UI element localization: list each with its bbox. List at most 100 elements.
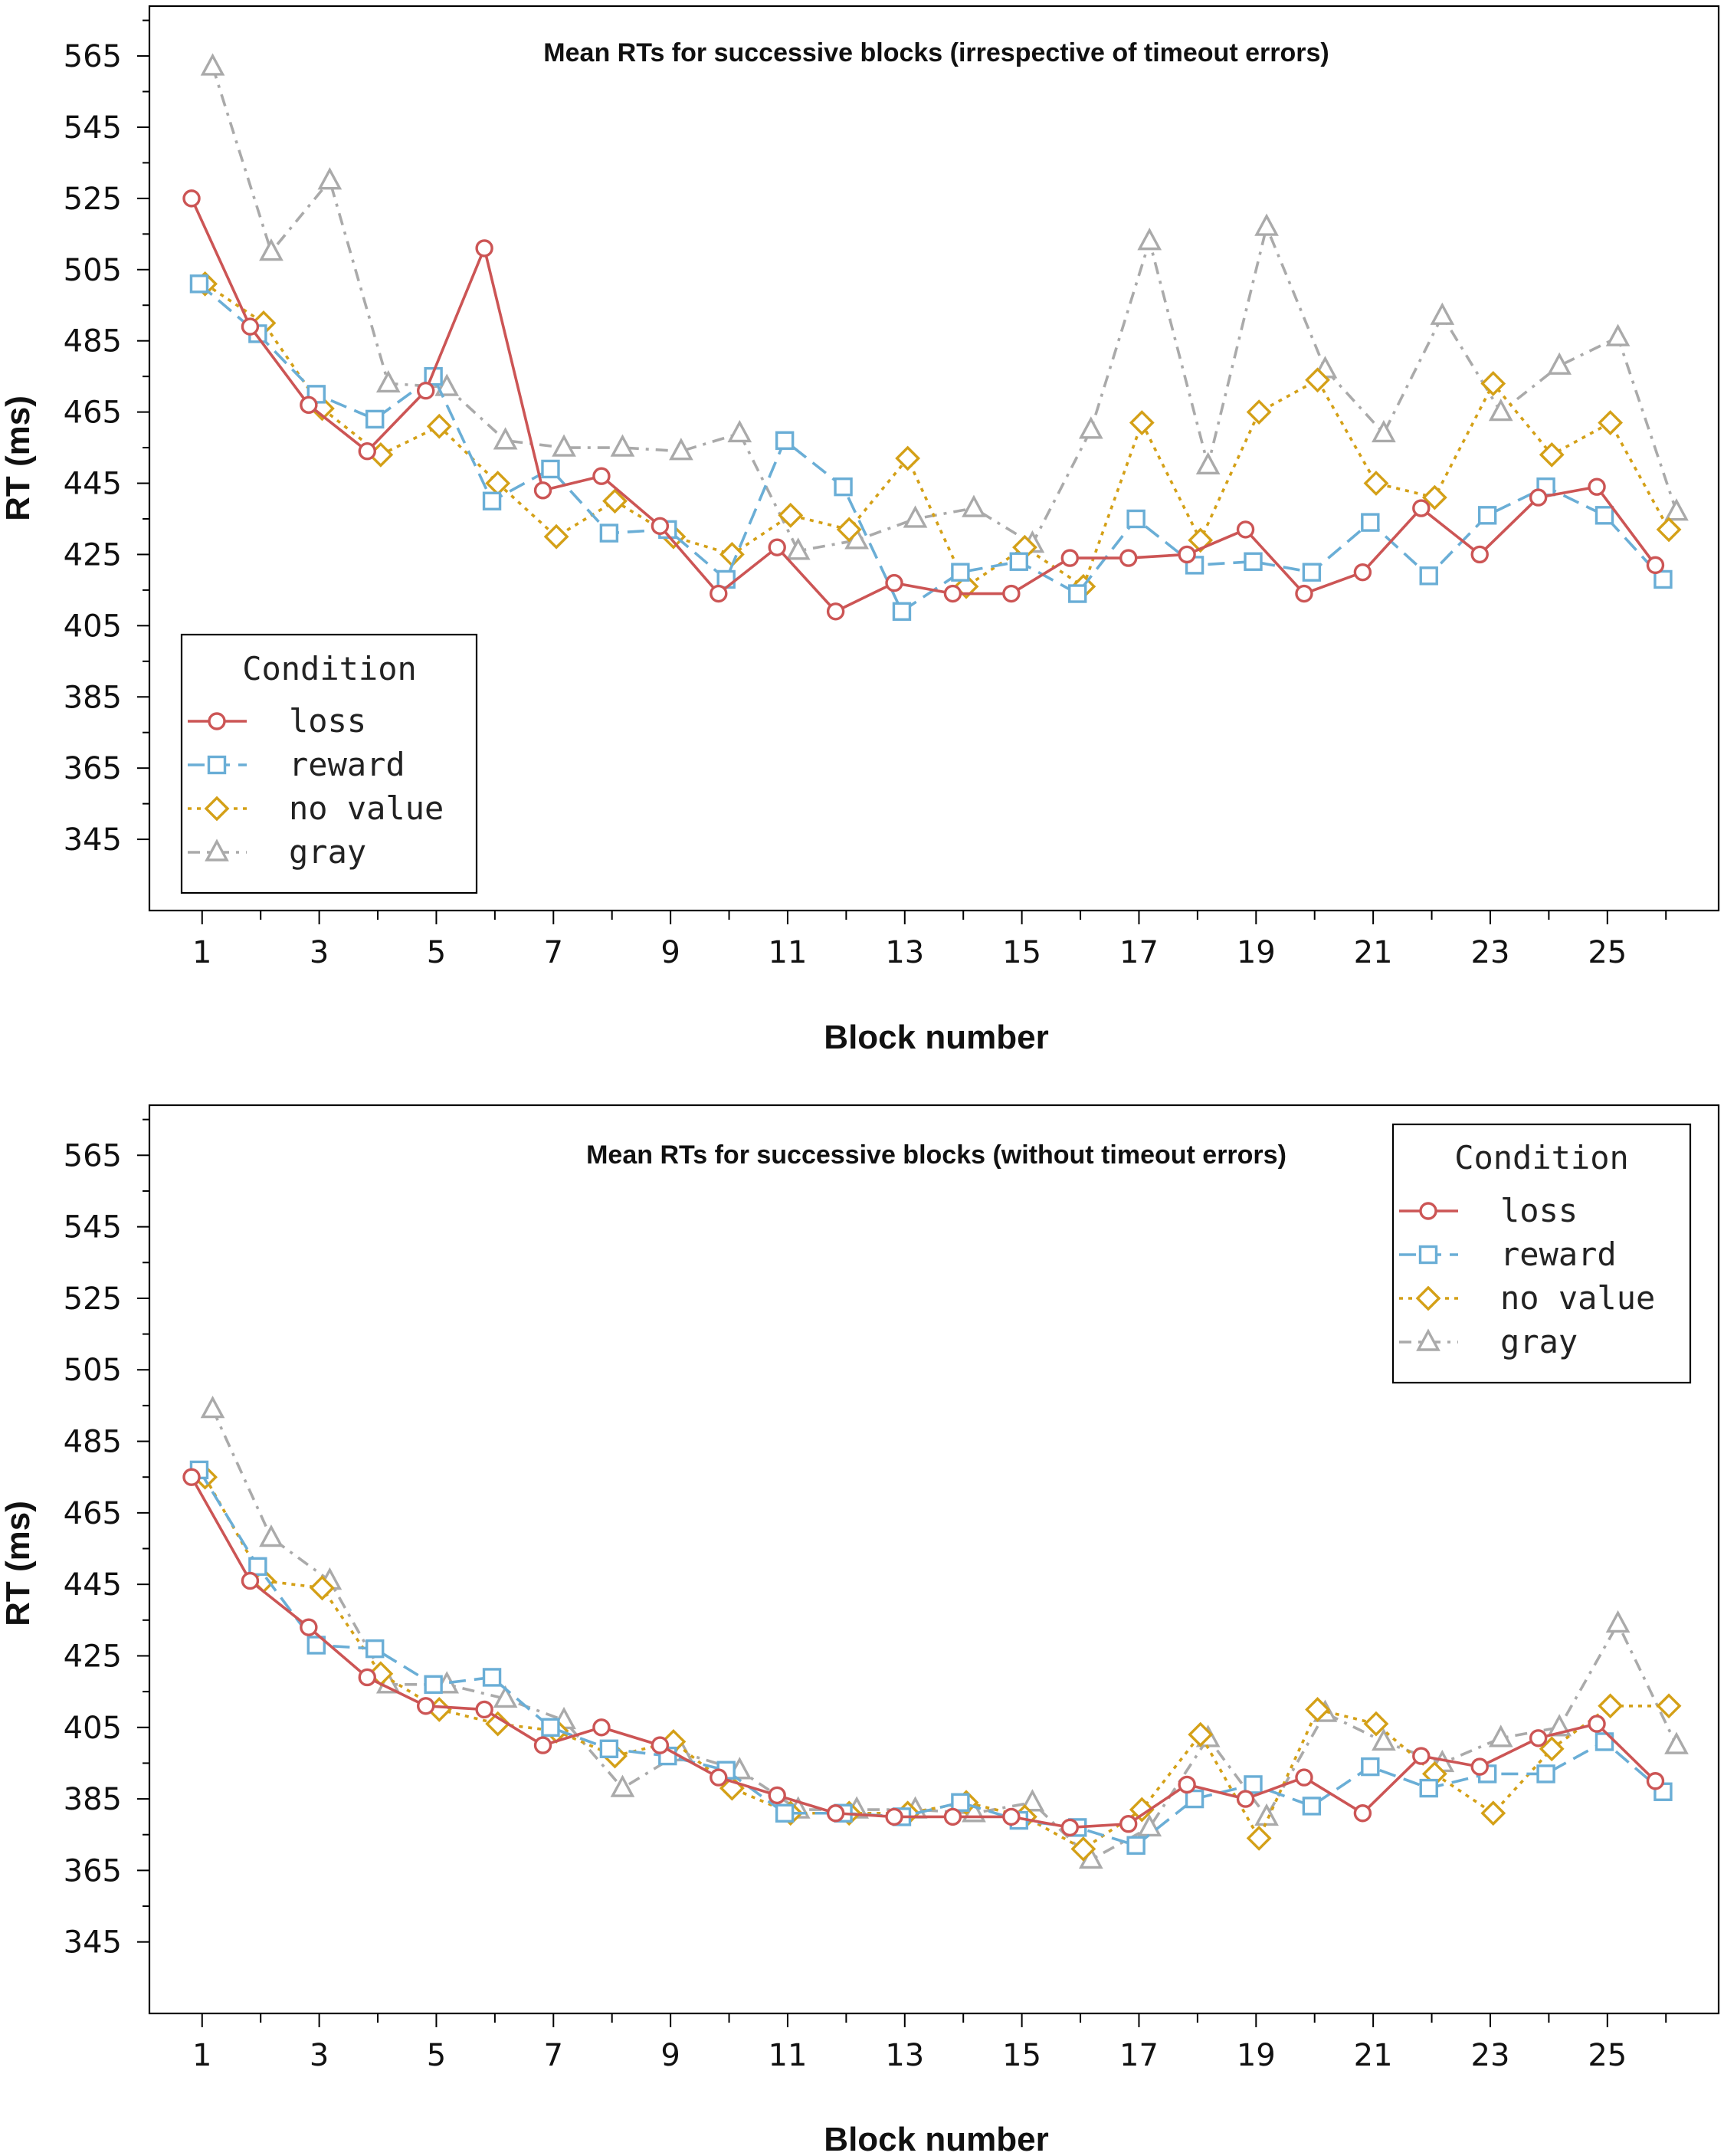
legend-label: no value: [289, 789, 444, 827]
point-no-value: [1539, 441, 1565, 468]
point-no-value: [1656, 517, 1682, 543]
x-tick-label-bottom: 9: [660, 2038, 680, 2073]
series-loss-bottom: [182, 1468, 1665, 1837]
point-reward: [1595, 1732, 1614, 1751]
series-layer-bottom: [182, 1395, 1689, 1869]
x-tick-label-bottom: 17: [1119, 2038, 1159, 2073]
series-line-loss: [190, 1476, 1657, 1829]
x-tick-label-top: 11: [769, 935, 808, 970]
point-loss: [1295, 584, 1313, 603]
y-tick-label-bottom: 385: [64, 1782, 122, 1817]
x-tick-label-top: 3: [310, 935, 329, 970]
point-gray: [1488, 399, 1513, 422]
y-tick-label-bottom: 525: [64, 1281, 122, 1317]
legend-marker: [204, 796, 230, 822]
point-loss: [768, 538, 786, 556]
point-loss: [1412, 1747, 1431, 1765]
point-no-value: [310, 1575, 335, 1601]
x-tick-label-top: 25: [1588, 935, 1627, 970]
point-reward: [482, 491, 502, 510]
point-gray: [1664, 498, 1689, 521]
point-loss: [1236, 520, 1255, 539]
series-reward-bottom: [189, 1460, 1673, 1855]
point-loss: [241, 1571, 260, 1590]
point-loss: [182, 189, 201, 208]
y-tick-label-top: 345: [64, 822, 122, 858]
point-loss: [358, 442, 376, 461]
point-gray: [493, 1685, 518, 1708]
point-loss: [1588, 1715, 1606, 1733]
point-gray: [1488, 1724, 1513, 1747]
legend-label: loss: [1500, 1192, 1578, 1229]
y-tick-label-top: 425: [64, 537, 122, 573]
y-axis-label-bottom: RT (ms): [0, 1501, 37, 1626]
point-loss: [241, 317, 260, 336]
point-gray: [1372, 419, 1396, 443]
legend-marker: [208, 712, 226, 730]
legend-item-reward: reward: [188, 746, 405, 783]
point-loss: [358, 1668, 376, 1687]
point-gray: [1137, 1813, 1162, 1837]
chart-title-bottom: Mean RTs for successive blocks (without …: [586, 1140, 1286, 1170]
y-axis-label-top: RT (ms): [0, 395, 37, 521]
point-loss: [475, 239, 493, 258]
y-tick-label-top: 525: [64, 182, 122, 217]
point-gray: [669, 438, 693, 461]
point-reward: [599, 523, 619, 543]
point-loss: [885, 573, 903, 592]
x-tick-label-bottom: 5: [427, 2038, 446, 2073]
legend-label: gray: [289, 833, 366, 871]
point-gray: [785, 537, 811, 560]
point-gray: [375, 369, 401, 393]
point-reward: [248, 1557, 267, 1577]
point-gray: [1195, 451, 1221, 474]
point-reward: [775, 431, 795, 450]
point-loss: [943, 1807, 962, 1826]
y-tick-label-bottom: 505: [64, 1353, 122, 1388]
plot-frame-top: [148, 5, 1720, 912]
point-loss: [1060, 1818, 1079, 1837]
point-reward: [892, 602, 912, 621]
point-no-value: [1246, 1825, 1272, 1851]
x-tick-label-bottom: 19: [1237, 2038, 1276, 2073]
x-axis-label-bottom: Block number: [824, 2121, 1048, 2156]
point-loss: [1178, 545, 1196, 564]
legend-label: loss: [289, 702, 366, 740]
point-gray: [1430, 302, 1455, 325]
point-no-value: [1363, 1711, 1389, 1737]
point-no-value: [836, 517, 862, 543]
point-gray: [1605, 323, 1631, 346]
point-loss: [651, 1736, 670, 1754]
point-gray: [1372, 1728, 1396, 1751]
point-loss: [710, 584, 728, 603]
x-tick-label-bottom: 11: [769, 2038, 808, 2073]
series-line-no-value: [204, 282, 1670, 589]
y-tick-label-bottom: 405: [64, 1711, 122, 1746]
point-loss: [1412, 499, 1431, 517]
point-loss: [768, 1786, 786, 1805]
y-tick-label-bottom: 465: [64, 1496, 122, 1531]
point-no-value: [778, 502, 804, 528]
point-loss: [1529, 1729, 1548, 1747]
series-line-no-value: [204, 1476, 1670, 1851]
legend-item-no-value: no value: [188, 789, 444, 827]
series-line-gray: [211, 66, 1678, 553]
point-reward: [306, 1636, 326, 1655]
point-gray: [259, 1524, 284, 1547]
y-tick-label-top: 445: [64, 467, 122, 502]
point-loss: [475, 1700, 493, 1719]
x-tick-label-bottom: 13: [885, 2038, 924, 2073]
y-tick-label-top: 485: [64, 324, 122, 359]
point-loss: [1119, 549, 1138, 567]
point-reward: [1595, 506, 1614, 525]
point-reward: [365, 409, 385, 429]
y-tick-label-bottom: 485: [64, 1425, 122, 1460]
point-reward: [1419, 1778, 1438, 1798]
point-reward: [482, 1668, 502, 1687]
point-gray: [1605, 1610, 1631, 1633]
point-reward: [541, 459, 560, 479]
point-reward: [1302, 1797, 1322, 1816]
point-reward: [1536, 1764, 1555, 1784]
